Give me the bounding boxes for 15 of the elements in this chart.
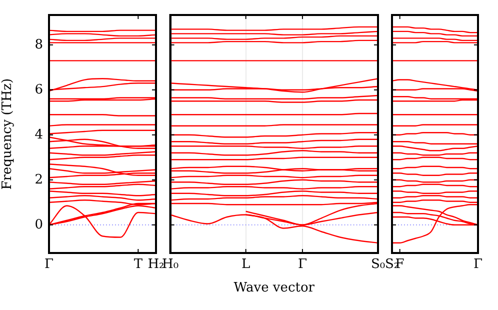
y-tick-label: 4 <box>34 127 43 142</box>
y-tick-label: 6 <box>34 82 43 98</box>
y-tick-label: 8 <box>34 37 43 52</box>
x-tick-label: T <box>134 257 143 272</box>
x-tick-label: S₀ <box>370 257 386 272</box>
x-axis-title: Wave vector <box>234 280 316 296</box>
y-tick-label: 2 <box>34 172 43 188</box>
x-tick-label: Γ <box>473 257 483 272</box>
x-tick-label: L <box>241 257 250 272</box>
y-tick-label: 0 <box>34 217 43 232</box>
y-axis-title: Frequency (THz) <box>0 78 16 190</box>
x-tick-label: H₂ <box>148 257 164 272</box>
x-tick-label: Γ <box>44 257 54 272</box>
x-tick-label: H₀ <box>162 257 179 272</box>
x-tick-label: Γ <box>298 257 307 272</box>
